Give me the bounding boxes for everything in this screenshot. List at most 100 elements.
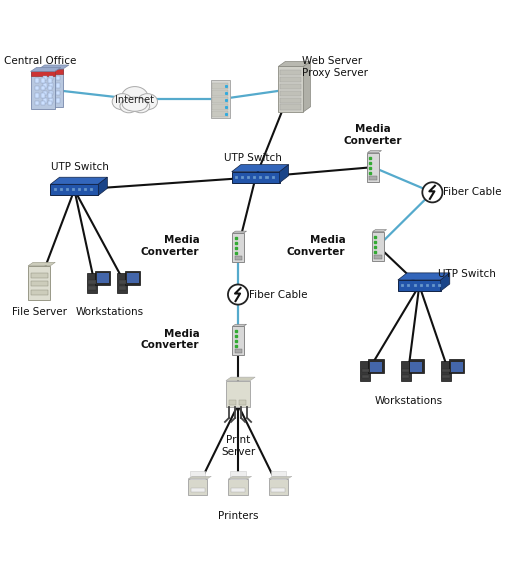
FancyBboxPatch shape xyxy=(41,78,45,82)
FancyBboxPatch shape xyxy=(450,362,463,372)
FancyBboxPatch shape xyxy=(449,359,464,373)
FancyBboxPatch shape xyxy=(66,188,69,191)
Text: Workstations: Workstations xyxy=(75,307,144,317)
Polygon shape xyxy=(99,177,107,195)
FancyBboxPatch shape xyxy=(410,362,422,372)
FancyBboxPatch shape xyxy=(96,274,109,283)
FancyBboxPatch shape xyxy=(229,400,236,405)
FancyBboxPatch shape xyxy=(49,83,53,88)
FancyBboxPatch shape xyxy=(43,90,47,95)
Text: Workstations: Workstations xyxy=(374,396,442,406)
FancyBboxPatch shape xyxy=(72,188,75,191)
Text: Media
Converter: Media Converter xyxy=(344,124,402,146)
Polygon shape xyxy=(39,69,63,107)
Polygon shape xyxy=(232,165,288,172)
Text: Web Server
Proxy Server: Web Server Proxy Server xyxy=(302,56,368,78)
FancyBboxPatch shape xyxy=(90,188,93,191)
Polygon shape xyxy=(226,377,255,381)
FancyBboxPatch shape xyxy=(402,374,409,378)
FancyBboxPatch shape xyxy=(28,266,50,300)
Polygon shape xyxy=(30,71,55,77)
FancyBboxPatch shape xyxy=(188,479,207,495)
FancyBboxPatch shape xyxy=(35,101,39,105)
FancyBboxPatch shape xyxy=(89,281,95,284)
Polygon shape xyxy=(39,69,63,74)
FancyBboxPatch shape xyxy=(229,479,248,495)
FancyBboxPatch shape xyxy=(191,488,205,492)
Polygon shape xyxy=(398,273,450,280)
FancyBboxPatch shape xyxy=(400,361,411,381)
FancyBboxPatch shape xyxy=(362,369,369,372)
FancyBboxPatch shape xyxy=(265,176,268,179)
FancyBboxPatch shape xyxy=(402,369,409,372)
FancyBboxPatch shape xyxy=(367,153,379,182)
FancyBboxPatch shape xyxy=(30,282,47,286)
Polygon shape xyxy=(28,262,55,266)
FancyBboxPatch shape xyxy=(49,98,53,103)
FancyBboxPatch shape xyxy=(78,188,81,191)
FancyBboxPatch shape xyxy=(54,188,57,191)
Text: UTP Switch: UTP Switch xyxy=(51,162,108,172)
Polygon shape xyxy=(30,71,55,109)
FancyBboxPatch shape xyxy=(41,101,45,105)
FancyBboxPatch shape xyxy=(119,286,126,290)
FancyBboxPatch shape xyxy=(43,75,47,80)
Text: Fiber Cable: Fiber Cable xyxy=(249,290,308,300)
FancyBboxPatch shape xyxy=(278,66,303,112)
FancyBboxPatch shape xyxy=(368,359,383,373)
FancyBboxPatch shape xyxy=(213,111,229,116)
FancyBboxPatch shape xyxy=(401,284,405,287)
Text: Fiber Cable: Fiber Cable xyxy=(443,187,502,198)
FancyBboxPatch shape xyxy=(413,284,416,287)
Polygon shape xyxy=(269,476,292,479)
FancyBboxPatch shape xyxy=(49,90,53,95)
FancyBboxPatch shape xyxy=(235,176,238,179)
Ellipse shape xyxy=(122,97,148,111)
FancyBboxPatch shape xyxy=(117,273,127,293)
FancyBboxPatch shape xyxy=(89,286,95,290)
FancyBboxPatch shape xyxy=(56,83,60,88)
FancyBboxPatch shape xyxy=(373,232,383,261)
FancyBboxPatch shape xyxy=(119,281,126,284)
FancyBboxPatch shape xyxy=(211,80,230,118)
FancyBboxPatch shape xyxy=(280,90,301,96)
Text: Media
Converter: Media Converter xyxy=(141,328,199,350)
FancyBboxPatch shape xyxy=(95,271,110,285)
FancyBboxPatch shape xyxy=(360,361,370,381)
FancyBboxPatch shape xyxy=(213,97,229,103)
FancyBboxPatch shape xyxy=(271,176,275,179)
FancyBboxPatch shape xyxy=(280,97,301,103)
FancyBboxPatch shape xyxy=(47,86,52,90)
FancyBboxPatch shape xyxy=(43,98,47,103)
FancyBboxPatch shape xyxy=(369,176,377,180)
FancyBboxPatch shape xyxy=(47,93,52,97)
Polygon shape xyxy=(51,184,99,195)
Text: Media
Converter: Media Converter xyxy=(141,236,199,257)
Text: Internet: Internet xyxy=(115,95,154,105)
FancyBboxPatch shape xyxy=(41,86,45,90)
FancyBboxPatch shape xyxy=(375,255,381,259)
Polygon shape xyxy=(280,165,288,183)
FancyBboxPatch shape xyxy=(56,75,60,80)
FancyBboxPatch shape xyxy=(269,479,288,495)
FancyBboxPatch shape xyxy=(280,104,301,110)
FancyBboxPatch shape xyxy=(127,274,139,283)
Text: Printers: Printers xyxy=(218,511,259,521)
Ellipse shape xyxy=(122,86,148,107)
FancyBboxPatch shape xyxy=(60,188,63,191)
FancyBboxPatch shape xyxy=(234,256,241,260)
FancyBboxPatch shape xyxy=(213,90,229,96)
Ellipse shape xyxy=(137,94,157,110)
FancyBboxPatch shape xyxy=(226,381,250,407)
Text: File Server: File Server xyxy=(12,307,67,317)
FancyBboxPatch shape xyxy=(30,273,47,278)
Polygon shape xyxy=(229,476,252,479)
FancyBboxPatch shape xyxy=(233,326,244,355)
Text: Central Office: Central Office xyxy=(4,56,76,66)
Polygon shape xyxy=(278,62,311,66)
FancyBboxPatch shape xyxy=(47,101,52,105)
FancyBboxPatch shape xyxy=(420,284,423,287)
FancyBboxPatch shape xyxy=(426,284,429,287)
Circle shape xyxy=(228,285,248,305)
Polygon shape xyxy=(373,230,386,232)
